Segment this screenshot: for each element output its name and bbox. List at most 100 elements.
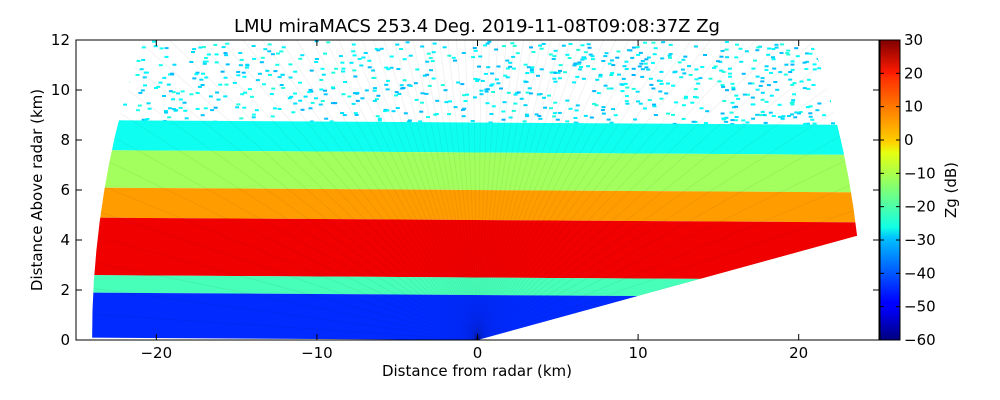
noise-pixel bbox=[201, 46, 206, 49]
noise-pixel bbox=[696, 82, 701, 85]
noise-pixel bbox=[413, 82, 418, 85]
noise-pixel bbox=[553, 49, 558, 52]
noise-pixel bbox=[766, 84, 771, 87]
noise-pixel bbox=[503, 74, 508, 77]
noise-pixel bbox=[672, 71, 677, 74]
beam-ray bbox=[477, 111, 835, 340]
noise-pixel bbox=[360, 97, 365, 100]
noise-pixel bbox=[420, 45, 425, 48]
noise-pixel bbox=[189, 93, 194, 96]
noise-pixel bbox=[448, 100, 452, 103]
noise-pixel bbox=[511, 67, 516, 70]
noise-pixel bbox=[372, 89, 377, 92]
noise-pixel bbox=[724, 48, 729, 51]
noise-pixel bbox=[761, 113, 766, 116]
noise-pixel bbox=[338, 55, 343, 58]
noise-pixel bbox=[577, 63, 581, 66]
noise-pixel bbox=[265, 69, 270, 72]
noise-pixel bbox=[353, 92, 357, 95]
noise-pixel bbox=[717, 80, 722, 83]
noise-pixel bbox=[349, 61, 354, 64]
noise-pixel bbox=[143, 119, 148, 121]
noise-pixel bbox=[651, 87, 656, 90]
noise-pixel bbox=[530, 71, 535, 74]
noise-pixel bbox=[588, 53, 593, 56]
noise-pixel bbox=[831, 122, 835, 125]
noise-pixel bbox=[525, 91, 530, 94]
noise-pixel bbox=[170, 73, 175, 76]
noise-pixel bbox=[693, 45, 698, 48]
noise-pixel bbox=[756, 46, 761, 49]
noise-pixel bbox=[760, 80, 765, 83]
noise-pixel bbox=[182, 101, 187, 104]
noise-pixel bbox=[531, 51, 536, 53]
noise-pixel bbox=[558, 69, 562, 72]
noise-pixel bbox=[330, 86, 335, 89]
noise-pixel bbox=[505, 67, 510, 70]
noise-pixel bbox=[320, 100, 325, 102]
noise-pixel bbox=[168, 90, 173, 93]
noise-pixel bbox=[650, 61, 655, 64]
noise-pixel bbox=[603, 84, 608, 87]
noise-pixel bbox=[373, 87, 377, 90]
noise-pixel bbox=[426, 52, 431, 55]
noise-pixel bbox=[579, 66, 583, 68]
noise-pixel bbox=[580, 58, 585, 61]
noise-pixel bbox=[736, 97, 741, 100]
noise-pixel bbox=[383, 110, 388, 113]
noise-pixel bbox=[180, 90, 185, 93]
noise-pixel bbox=[402, 58, 407, 61]
noise-pixel bbox=[235, 106, 240, 109]
noise-pixel bbox=[604, 52, 609, 55]
noise-pixel bbox=[491, 105, 496, 108]
noise-pixel bbox=[600, 109, 605, 111]
noise-pixel bbox=[583, 51, 588, 54]
noise-pixel bbox=[745, 121, 750, 124]
noise-pixel bbox=[610, 59, 614, 62]
beam-ray bbox=[126, 89, 478, 340]
beam-ray bbox=[477, 40, 765, 340]
noise-pixel bbox=[666, 112, 670, 115]
noise-pixel bbox=[361, 56, 366, 59]
noise-pixel bbox=[232, 81, 237, 84]
x-tick-label: 20 bbox=[789, 344, 808, 362]
noise-pixel bbox=[542, 96, 546, 99]
noise-pixel bbox=[734, 105, 738, 108]
beam-ray bbox=[477, 40, 689, 340]
noise-pixel bbox=[683, 97, 688, 100]
noise-pixel bbox=[218, 83, 223, 86]
noise-pixel bbox=[568, 107, 573, 110]
noise-pixel bbox=[321, 73, 326, 76]
noise-pixel bbox=[477, 65, 481, 68]
noise-pixel bbox=[136, 109, 140, 112]
beam-ray bbox=[141, 43, 478, 340]
y-tick-label: 6 bbox=[60, 181, 70, 199]
y-tick-label: 10 bbox=[51, 81, 70, 99]
noise-pixel bbox=[590, 58, 595, 61]
noise-pixel bbox=[635, 90, 640, 93]
noise-pixel bbox=[787, 115, 791, 117]
noise-pixel bbox=[242, 106, 247, 109]
noise-pixel bbox=[643, 107, 647, 110]
noise-pixel bbox=[159, 47, 164, 50]
noise-pixel bbox=[488, 121, 493, 124]
noise-pixel bbox=[420, 101, 425, 104]
noise-pixel bbox=[812, 122, 817, 125]
noise-pixel bbox=[725, 56, 730, 59]
colorbar-ticks: −60 −50 −40 −30 −20 −10 0 10 20 30 bbox=[880, 31, 936, 349]
noise-pixel bbox=[351, 102, 356, 105]
noise-pixel bbox=[178, 106, 183, 109]
noise-pixel bbox=[659, 70, 664, 73]
beam-ray bbox=[477, 40, 795, 340]
noise-pixel bbox=[568, 43, 573, 45]
noise-pixel bbox=[721, 117, 726, 120]
noise-pixel bbox=[539, 47, 544, 50]
noise-pixel bbox=[553, 80, 558, 83]
beam-ray bbox=[169, 40, 478, 340]
noise-pixel bbox=[210, 109, 215, 112]
noise-pixel bbox=[652, 105, 657, 108]
beam-ray bbox=[238, 40, 478, 340]
noise-pixel bbox=[351, 43, 356, 46]
noise-pixel bbox=[558, 77, 562, 80]
noise-pixel bbox=[615, 56, 620, 59]
